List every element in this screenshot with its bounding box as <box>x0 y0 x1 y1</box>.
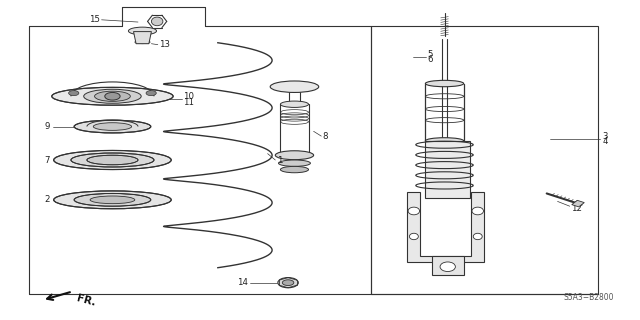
Ellipse shape <box>472 207 483 215</box>
Ellipse shape <box>410 233 419 240</box>
Ellipse shape <box>282 280 294 285</box>
Bar <box>432 256 464 275</box>
Ellipse shape <box>52 87 173 105</box>
Text: 15: 15 <box>89 15 100 24</box>
Ellipse shape <box>87 155 138 165</box>
Polygon shape <box>134 32 152 44</box>
Ellipse shape <box>54 150 172 170</box>
Text: 12: 12 <box>571 204 582 213</box>
Ellipse shape <box>280 101 308 108</box>
Ellipse shape <box>71 153 154 167</box>
Ellipse shape <box>426 80 464 87</box>
Text: S5A3−B2800: S5A3−B2800 <box>563 293 614 302</box>
Text: 6: 6 <box>428 55 433 64</box>
Ellipse shape <box>95 91 131 101</box>
Text: 11: 11 <box>182 98 194 107</box>
Ellipse shape <box>54 191 172 209</box>
Ellipse shape <box>440 262 456 271</box>
Ellipse shape <box>278 277 298 288</box>
Text: 13: 13 <box>159 40 170 49</box>
Ellipse shape <box>146 91 156 96</box>
Ellipse shape <box>74 194 151 206</box>
Ellipse shape <box>139 33 147 37</box>
Text: 5: 5 <box>428 50 433 59</box>
Text: 2: 2 <box>44 195 50 204</box>
Text: 9: 9 <box>44 122 49 131</box>
Ellipse shape <box>408 207 420 215</box>
Text: 8: 8 <box>323 132 328 140</box>
Text: 3: 3 <box>602 132 608 140</box>
Ellipse shape <box>74 120 151 133</box>
Bar <box>572 200 584 207</box>
Bar <box>371 26 598 294</box>
Text: 1: 1 <box>276 156 282 164</box>
Text: 7: 7 <box>44 156 50 164</box>
Polygon shape <box>408 192 484 262</box>
Text: 10: 10 <box>182 92 194 101</box>
Ellipse shape <box>129 27 157 35</box>
Ellipse shape <box>84 89 141 103</box>
Ellipse shape <box>270 81 319 92</box>
Ellipse shape <box>68 91 79 96</box>
Ellipse shape <box>105 92 120 100</box>
Text: FR.: FR. <box>76 293 97 308</box>
Ellipse shape <box>473 233 482 240</box>
Ellipse shape <box>90 196 135 204</box>
Polygon shape <box>426 141 470 198</box>
Ellipse shape <box>426 138 464 144</box>
Ellipse shape <box>93 123 132 130</box>
Ellipse shape <box>278 160 310 166</box>
Ellipse shape <box>152 17 163 26</box>
Text: 14: 14 <box>237 278 248 287</box>
Ellipse shape <box>280 166 308 173</box>
Text: 4: 4 <box>602 137 608 146</box>
Ellipse shape <box>275 151 314 160</box>
